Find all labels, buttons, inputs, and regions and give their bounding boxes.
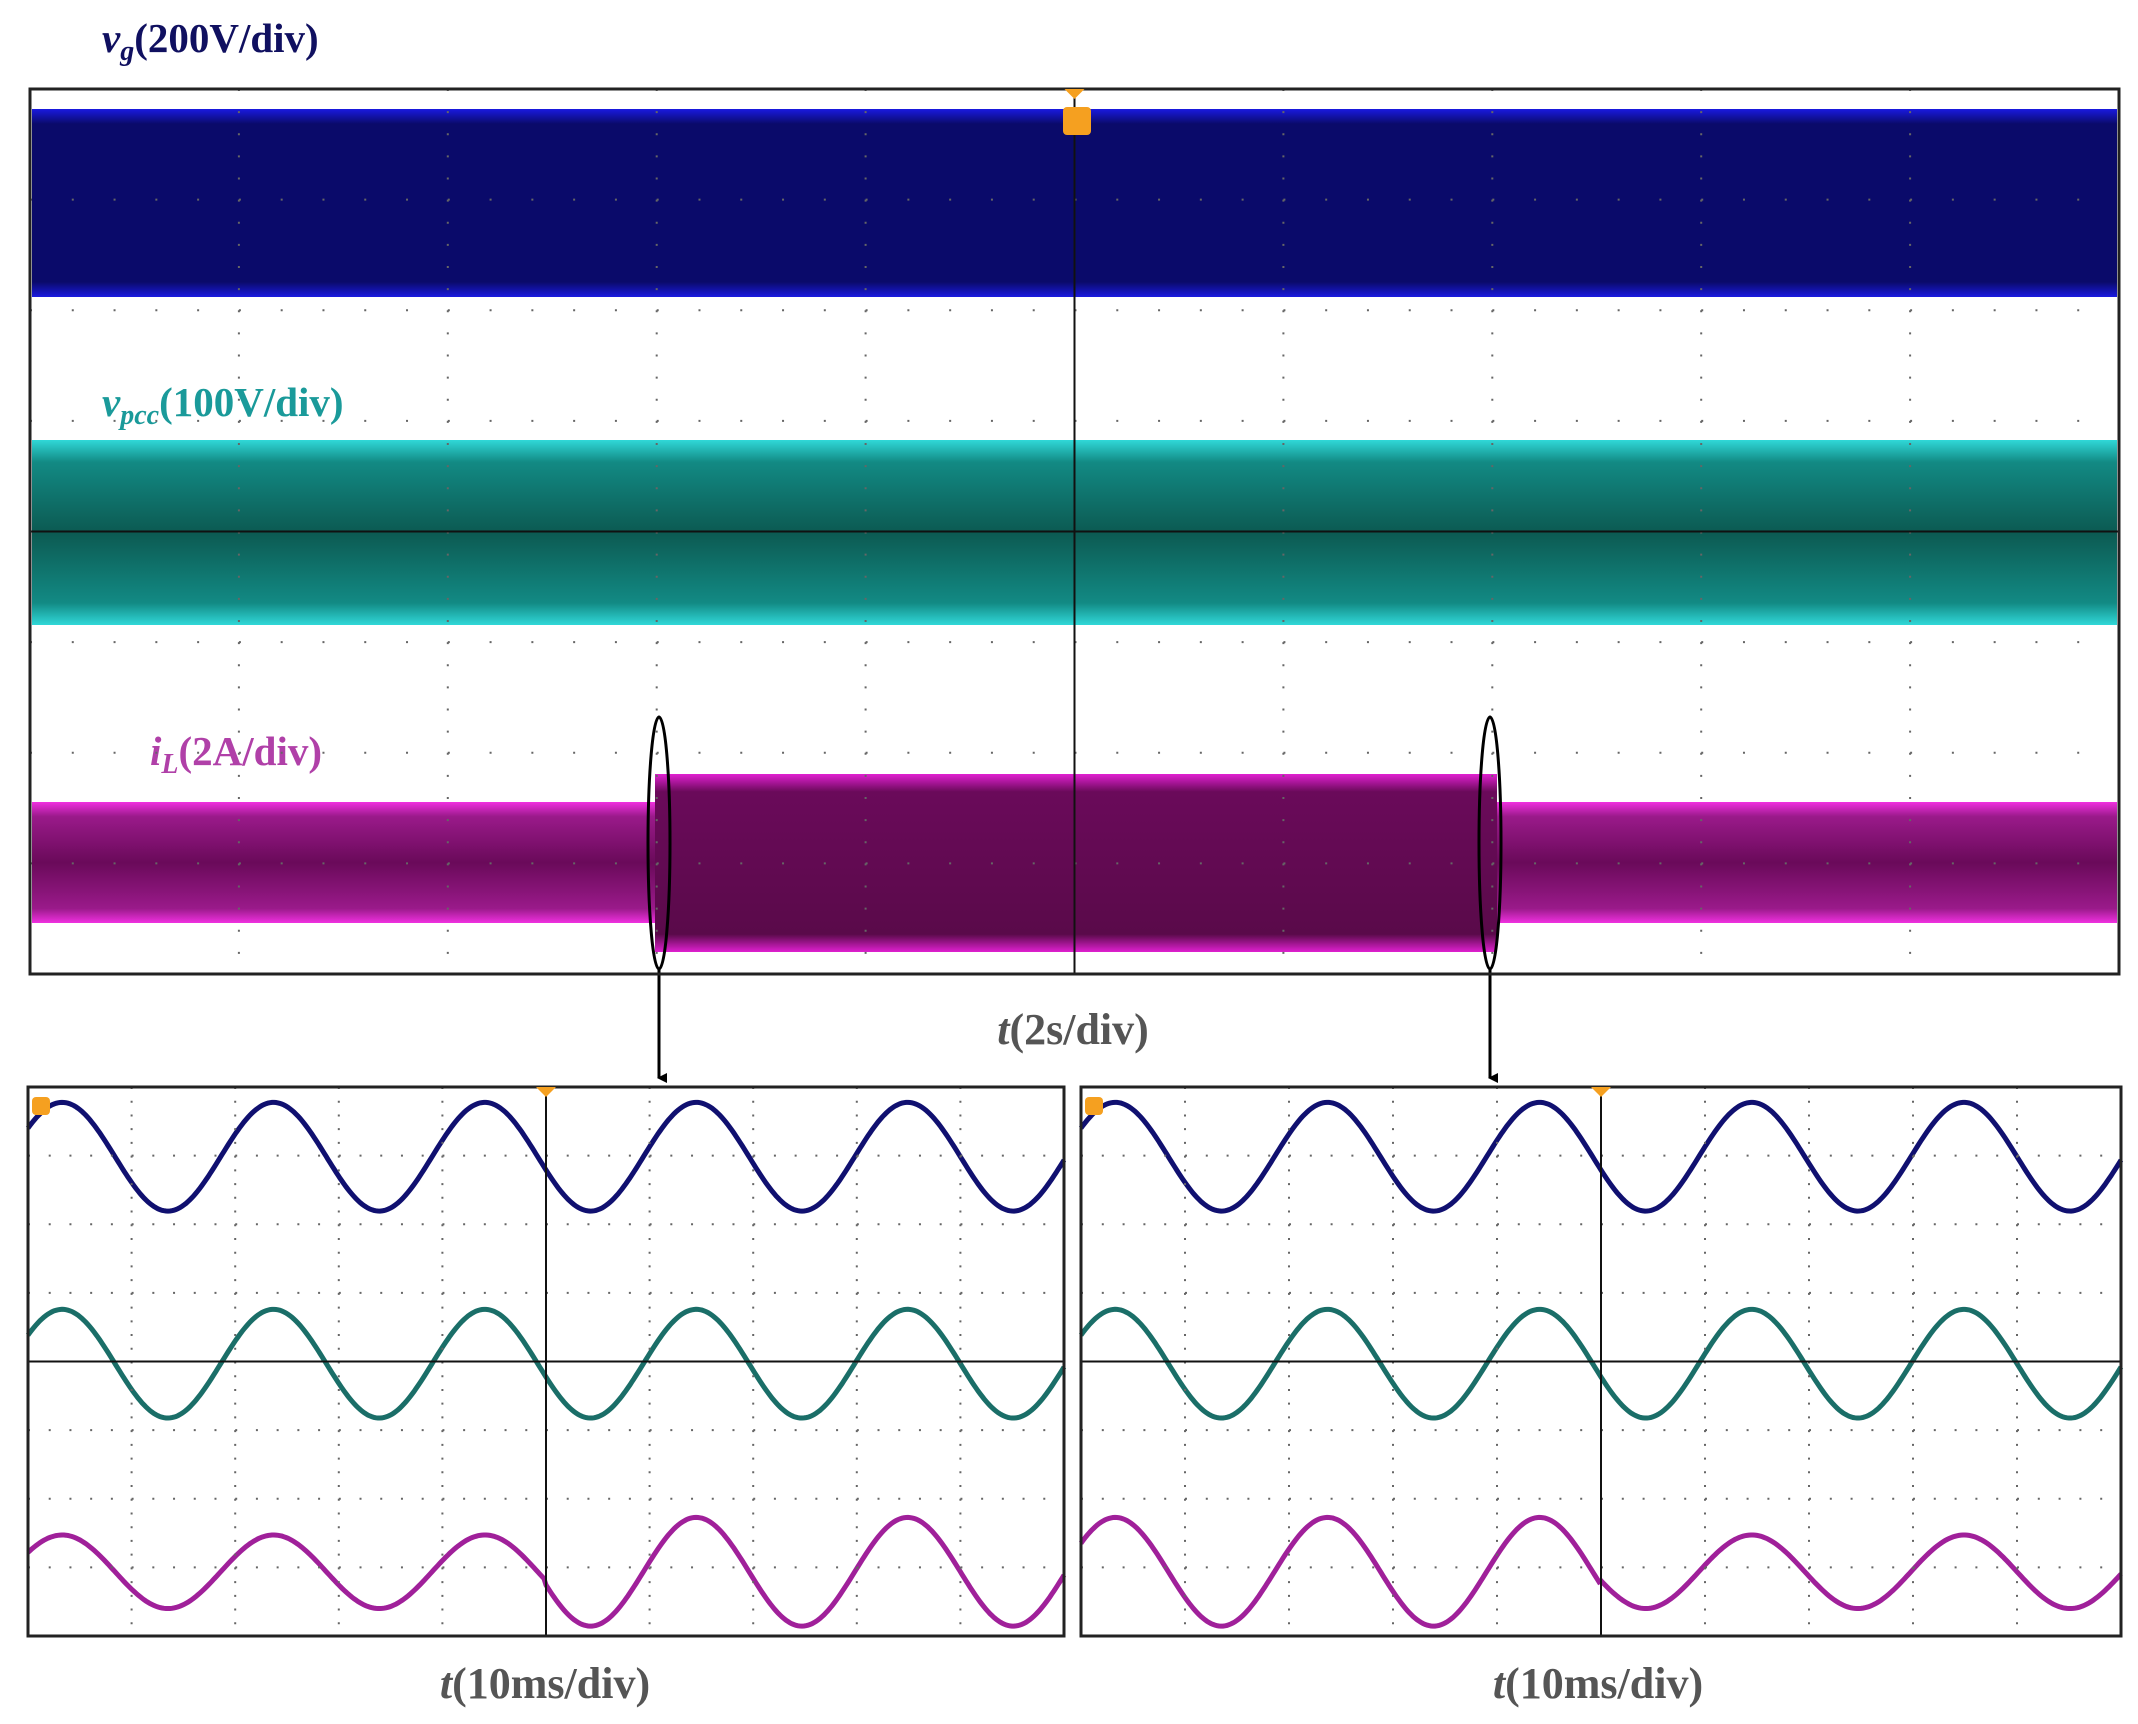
subscript: L bbox=[160, 749, 178, 780]
subscript: pcc bbox=[118, 400, 159, 431]
trigger-marker bbox=[536, 1087, 556, 1097]
scale: (10ms/div) bbox=[1505, 1659, 1703, 1708]
trace-label: vg(200V/div) bbox=[102, 15, 319, 67]
time-label: t(2s/div) bbox=[997, 1005, 1149, 1054]
trace-label: vpcc(100V/div) bbox=[102, 379, 344, 431]
symbol: v bbox=[102, 15, 121, 61]
zoom-panel bbox=[25, 1085, 1067, 1638]
main-grid bbox=[28, 87, 2121, 976]
scale: (2A/div) bbox=[179, 728, 323, 774]
scale: (2s/div) bbox=[1009, 1005, 1148, 1054]
symbol: v bbox=[102, 379, 121, 425]
time-label: t(10ms/div) bbox=[1493, 1659, 1703, 1708]
symbol: t bbox=[440, 1659, 454, 1708]
annotations bbox=[646, 715, 1503, 1083]
subscript: g bbox=[119, 36, 134, 67]
trigger-box bbox=[1063, 107, 1091, 135]
time-label: t(10ms/div) bbox=[440, 1659, 650, 1708]
trigger-marker bbox=[1591, 1087, 1611, 1097]
scale: (100V/div) bbox=[159, 379, 344, 425]
trace-label: iL(2A/div) bbox=[150, 728, 322, 780]
trigger-box bbox=[1085, 1097, 1103, 1115]
zoom-panel bbox=[1078, 1085, 2124, 1638]
il-band bbox=[1497, 802, 2117, 923]
trigger-marker bbox=[1064, 89, 1085, 99]
symbol: t bbox=[1493, 1659, 1507, 1708]
il-band bbox=[32, 802, 655, 923]
symbol: t bbox=[997, 1005, 1011, 1054]
trigger-box bbox=[32, 1097, 50, 1115]
scale: (10ms/div) bbox=[452, 1659, 650, 1708]
symbol: i bbox=[150, 728, 162, 774]
scale: (200V/div) bbox=[134, 15, 319, 61]
